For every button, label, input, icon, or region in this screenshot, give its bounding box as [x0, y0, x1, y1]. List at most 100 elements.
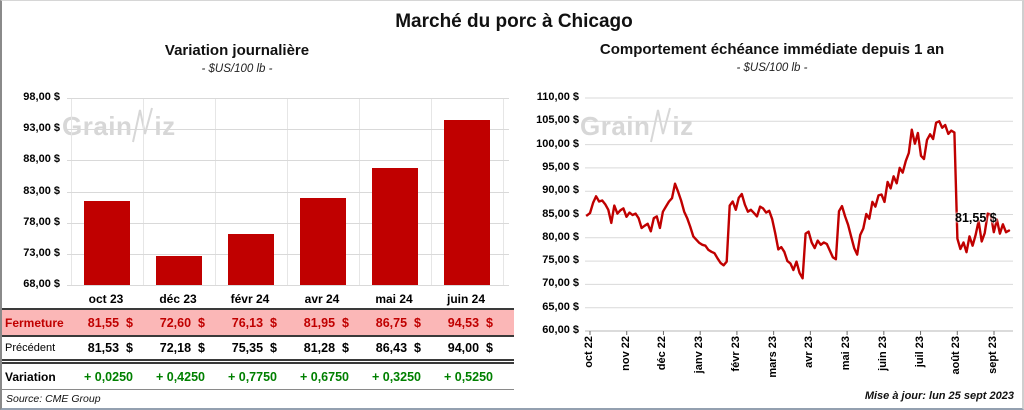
value-cell: + 0,0250 — [83, 369, 133, 384]
month-header-cell: févr 24 — [230, 291, 270, 306]
y-axis-tick-label: 83,00 $ — [23, 184, 60, 197]
x-axis-tick-label: mai 23 — [840, 336, 853, 371]
x-axis-tick-label: sept 23 — [987, 336, 999, 374]
bar — [300, 198, 346, 285]
value-number: 72,60 — [159, 315, 192, 330]
x-axis-tick-label: déc 22 — [656, 336, 669, 371]
value-number: 81,28 — [303, 341, 336, 355]
y-axis-tick-label: 105,00 $ — [536, 114, 579, 127]
value-cell: 94,53 $ — [430, 316, 502, 330]
last-price-label: 81,55 $ — [955, 211, 997, 225]
h-gridline — [67, 222, 509, 224]
value-cell: 72,60 $ — [142, 316, 214, 330]
value-cell: + 0,7750 — [227, 369, 277, 384]
y-axis-tick-label: 100,00 $ — [536, 137, 579, 150]
y-axis-tick-label: 93,00 $ — [23, 122, 60, 135]
value-number: 86,43 — [375, 341, 408, 355]
table-source-row: Source: CME Group — [2, 390, 514, 408]
x-axis-tick-label: oct 22 — [583, 336, 595, 368]
currency-symbol: $ — [126, 341, 133, 355]
month-header-cell: juin 24 — [446, 291, 485, 306]
x-axis-tick-label: juin 23 — [876, 336, 889, 371]
last-updated-note: Mise à jour: lun 25 sept 2023 — [864, 390, 1014, 402]
value-number: 76,13 — [231, 315, 264, 330]
line-chart-subtitle: - $US/100 lb - — [736, 62, 808, 74]
value-number: 81,53 — [87, 341, 120, 355]
month-header-cell: avr 24 — [304, 291, 340, 306]
watermark-text: Grain — [62, 111, 133, 141]
y-axis-tick-label: 75,00 $ — [542, 254, 579, 267]
y-axis-tick-label: 98,00 $ — [23, 91, 60, 103]
x-axis-tick-label: janv 23 — [693, 336, 706, 374]
value-cell: 86,75 $ — [358, 316, 430, 330]
value-cell: + 0,4250 — [155, 369, 205, 384]
value-number: 94,53 — [447, 315, 480, 330]
watermark-zigzag-icon — [132, 107, 154, 143]
month-header-cell: mai 24 — [375, 291, 413, 306]
bar — [444, 119, 490, 285]
currency-symbol: $ — [126, 315, 133, 330]
value-cell: 86,43 $ — [358, 341, 430, 355]
h-gridline — [67, 253, 509, 255]
value-cell: 81,55 $ — [70, 316, 142, 330]
currency-symbol: $ — [270, 341, 277, 355]
value-cell: 81,28 $ — [286, 341, 358, 355]
table-row-vari: Variation + 0,0250 + 0,4250 + 0,7750 + 0,675… — [2, 364, 514, 390]
currency-symbol: $ — [198, 341, 205, 355]
y-axis-tick-label: 78,00 $ — [23, 215, 60, 228]
value-cell: 81,95 $ — [286, 316, 358, 330]
y-axis-tick-label: 68,00 $ — [23, 278, 60, 290]
y-axis-tick-label: 110,00 $ — [536, 91, 579, 103]
bar — [84, 200, 130, 285]
y-axis-tick-label: 70,00 $ — [542, 277, 579, 290]
source-note: Source: CME Group — [6, 393, 101, 405]
price-table: oct 23 déc 23 févr 24 avr 24 mai 24 juin 24 Fe… — [2, 289, 514, 408]
y-axis-tick-label: 60,00 $ — [542, 324, 579, 336]
value-number: 81,55 — [87, 315, 120, 330]
row-label-cell: Fermeture — [5, 315, 64, 330]
month-header-cell: déc 23 — [159, 291, 197, 306]
table-row-prec: Précédent 81,53 $72,18 $75,35 $81,28 $86,43 $9… — [2, 337, 514, 364]
bar — [156, 256, 202, 285]
y-axis-tick-label: 73,00 $ — [23, 246, 60, 259]
value-cell: + 0,3250 — [371, 369, 421, 384]
currency-symbol: $ — [198, 315, 205, 330]
value-number: 94,00 — [447, 341, 480, 355]
x-axis-tick-label: févr 23 — [729, 336, 742, 372]
value-cell: 76,13 $ — [214, 316, 286, 330]
h-gridline — [67, 285, 509, 286]
line-chart-title: Comportement échéance immédiate depuis 1… — [599, 41, 945, 58]
y-axis-tick-label: 65,00 $ — [542, 300, 579, 313]
value-number: 86,75 — [375, 315, 408, 330]
bar — [228, 234, 274, 285]
bar-chart-plot: 98,00 $ 93,00 $ 88,00 $ 83,00 $ 78,00 $ 73,00… — [2, 1, 514, 291]
x-axis-tick-label: nov 22 — [619, 336, 632, 371]
table-row-ferm: Fermeture 81,55 $72,60 $76,13 $81,95 $86,75 $9… — [2, 310, 514, 337]
currency-symbol: $ — [270, 315, 277, 330]
value-number: 72,18 — [159, 341, 192, 355]
y-axis-tick-label: 90,00 $ — [542, 184, 579, 197]
price-line — [585, 120, 1011, 280]
currency-symbol: $ — [414, 341, 421, 355]
x-axis-tick-label: août 23 — [950, 336, 963, 375]
y-axis-tick-label: 95,00 $ — [542, 160, 579, 173]
value-cell: 94,00 $ — [430, 341, 502, 355]
currency-symbol: $ — [342, 315, 349, 330]
currency-symbol: $ — [342, 341, 349, 355]
y-axis-tick-label: 88,00 $ — [23, 153, 60, 166]
currency-symbol: $ — [486, 341, 493, 355]
currency-symbol: $ — [414, 315, 421, 330]
bar — [372, 168, 418, 285]
bar-chart-title: Variation journalière — [164, 42, 310, 59]
value-cell: + 0,5250 — [443, 369, 493, 384]
x-axis-tick-label: juil 23 — [913, 336, 926, 368]
h-gridline — [67, 191, 509, 193]
value-number: 81,95 — [303, 315, 336, 330]
month-header-cell: oct 23 — [88, 291, 124, 306]
x-axis-tick-label: avr 23 — [803, 336, 816, 368]
bar-chart-subtitle: - $US/100 lb - — [201, 63, 273, 75]
y-axis-tick-label: 85,00 $ — [542, 207, 579, 220]
value-number: 75,35 — [231, 341, 264, 355]
h-gridline — [67, 160, 509, 162]
